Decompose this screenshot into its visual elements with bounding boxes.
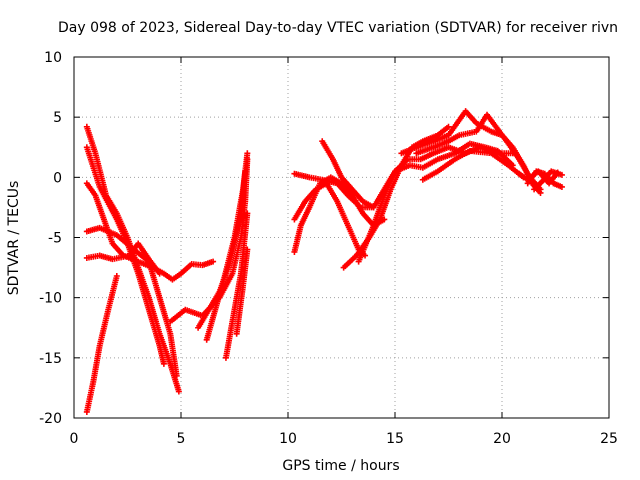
y-tick-label: 10 — [44, 50, 62, 66]
data-point — [210, 258, 217, 265]
data-point — [370, 204, 377, 211]
series-track-9 — [203, 150, 251, 343]
data-points — [83, 108, 565, 415]
data-point — [558, 171, 565, 178]
y-tick-label: -10 — [39, 291, 62, 307]
data-point — [554, 169, 561, 176]
x-tick-label: 20 — [493, 431, 511, 447]
grid — [74, 57, 609, 418]
series-track-5 — [83, 240, 163, 277]
x-tick-label: 10 — [279, 431, 297, 447]
y-tick-label: -5 — [48, 231, 62, 247]
x-tick-label: 5 — [177, 431, 186, 447]
y-tick-label: 0 — [53, 170, 62, 186]
series-track-13 — [291, 180, 369, 259]
y-tick-label: 5 — [53, 110, 62, 126]
series-track-24 — [516, 168, 561, 187]
data-point — [445, 123, 452, 130]
series-track-6 — [83, 273, 120, 415]
x-tick-label: 15 — [386, 431, 404, 447]
x-tick-label: 0 — [70, 431, 79, 447]
x-tick-label: 25 — [600, 431, 618, 447]
series-track-4 — [83, 224, 180, 379]
data-point — [113, 273, 120, 280]
data-point — [175, 388, 182, 395]
axis-ticks: 0 5 10 15 20 25 -20 -15 -10 -5 0 5 10 — [39, 50, 618, 447]
data-point — [173, 372, 180, 379]
y-axis-label: SDTVAR / TECUs — [6, 181, 22, 296]
data-point — [244, 210, 251, 217]
series-track-20 — [419, 147, 527, 183]
y-tick-label: -15 — [39, 351, 62, 367]
series-track-15 — [319, 138, 377, 211]
x-axis-label: GPS time / hours — [282, 458, 399, 474]
data-point — [244, 246, 251, 253]
data-point — [537, 186, 544, 193]
data-point — [156, 270, 163, 277]
chart-title: Day 098 of 2023, Sidereal Day-to-day VTE… — [58, 20, 618, 36]
y-tick-label: -20 — [39, 411, 62, 427]
data-point — [558, 183, 565, 190]
data-point — [160, 360, 167, 367]
series-track-11 — [233, 246, 251, 337]
data-point — [244, 150, 251, 157]
series-track-18 — [392, 140, 516, 175]
